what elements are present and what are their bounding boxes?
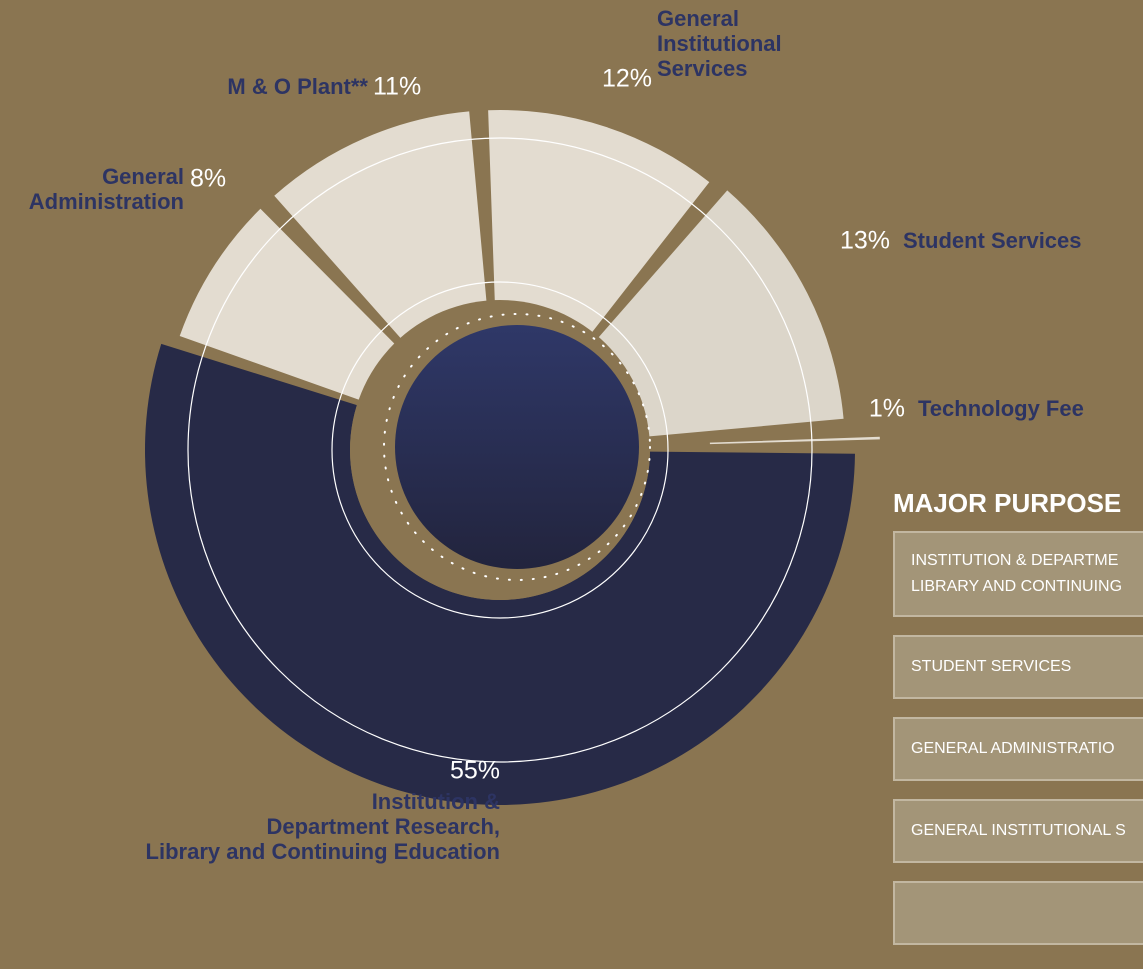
row-text: INSTITUTION & DEPARTME — [911, 552, 1119, 569]
segment-label: General — [102, 164, 184, 189]
dotted-ring — [383, 313, 651, 581]
segment-label: Institution & — [372, 789, 500, 814]
table-row: GENERAL ADMINISTRATIO — [893, 717, 1143, 781]
row-text: GENERAL INSTITUTIONAL S — [911, 822, 1126, 839]
ring — [331, 281, 669, 619]
value-label: 12% — [602, 65, 652, 93]
value-label: 1% — [869, 395, 905, 423]
value-label: 13% — [840, 227, 890, 255]
center-disc — [395, 325, 639, 569]
row-text: LIBRARY AND CONTINUING — [911, 578, 1123, 595]
segment — [179, 208, 400, 403]
table: MAJOR PURPOSE INSTITUTION & DEPARTME LIBR… — [893, 488, 1143, 963]
row-text: GENERAL ADMINISTRATIO — [911, 740, 1115, 757]
segment-label: Administration — [29, 189, 184, 214]
row-text: STUDENT SERVICES — [911, 658, 1072, 675]
segment-label: Institutional — [657, 31, 782, 56]
table-title: MAJOR PURPOSE — [893, 488, 1122, 518]
table-row: STUDENT SERVICES — [893, 635, 1143, 699]
value-label: 55% — [450, 757, 500, 785]
segment-label: Technology Fee — [918, 396, 1084, 421]
ring — [187, 137, 813, 763]
segment — [274, 111, 488, 344]
segment-label: Library and Continuing Education — [146, 839, 500, 864]
segment-label: M & O Plant** — [227, 74, 368, 99]
segment-label: Services — [657, 56, 748, 81]
segment — [709, 436, 880, 445]
segment — [594, 190, 844, 438]
segment-label: Department Research, — [266, 814, 500, 839]
table-row: INSTITUTION & DEPARTME LIBRARY AND CONTIN… — [893, 531, 1143, 617]
table-row: GENERAL INSTITUTIONAL S — [893, 799, 1143, 863]
value-label: 8% — [190, 165, 226, 193]
table-row — [893, 881, 1143, 945]
segment — [144, 343, 855, 806]
segment-label: Student Services — [903, 228, 1082, 253]
segment-label: General — [657, 6, 739, 31]
segment — [488, 109, 710, 338]
value-label: 11% — [373, 73, 421, 101]
